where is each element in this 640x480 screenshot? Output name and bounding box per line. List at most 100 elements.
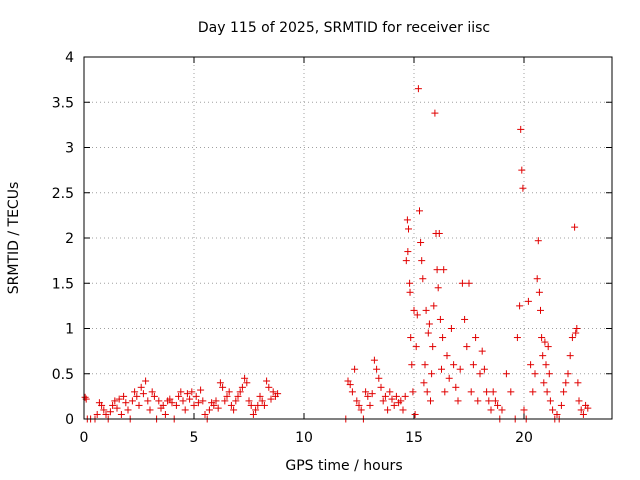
- x-tick-label: 20: [515, 430, 533, 446]
- data-point: [199, 397, 207, 405]
- data-point: [553, 410, 561, 418]
- data-point: [177, 388, 185, 396]
- data-point: [467, 388, 475, 396]
- data-point: [472, 334, 480, 342]
- data-point: [419, 275, 427, 283]
- data-point: [544, 343, 552, 351]
- data-point: [144, 397, 152, 405]
- data-point: [404, 248, 412, 256]
- data-point: [408, 361, 416, 369]
- data-point: [463, 343, 471, 351]
- data-point: [416, 207, 423, 215]
- data-point: [122, 399, 130, 407]
- data-point: [399, 406, 407, 414]
- chart-title: Day 115 of 2025, SRMTID for receiver iis…: [198, 20, 490, 36]
- data-point: [344, 377, 352, 385]
- data-point: [439, 334, 447, 342]
- data-point: [109, 401, 117, 409]
- data-point: [440, 266, 448, 274]
- data-point: [362, 388, 370, 396]
- data-point: [190, 401, 198, 409]
- data-point: [370, 356, 378, 364]
- data-point: [428, 370, 436, 378]
- data-point: [405, 225, 412, 233]
- data-point: [150, 392, 158, 400]
- data-point: [93, 410, 101, 418]
- data-point: [256, 392, 264, 400]
- data-point: [355, 401, 363, 409]
- data-point: [435, 229, 443, 237]
- data-point: [230, 406, 238, 414]
- data-point: [148, 388, 156, 396]
- data-point: [502, 370, 510, 378]
- data-point: [384, 406, 392, 414]
- data-point: [454, 397, 462, 405]
- data-point: [452, 383, 460, 391]
- data-point: [441, 388, 449, 396]
- data-point: [541, 338, 549, 346]
- data-point: [560, 388, 568, 396]
- data-point: [573, 325, 581, 332]
- y-tick-label: 0: [65, 412, 74, 428]
- data-point: [117, 410, 125, 418]
- x-tick-label: 10: [295, 430, 313, 446]
- data-point: [128, 397, 136, 405]
- data-point: [366, 401, 374, 409]
- data-point: [524, 297, 532, 305]
- data-point: [413, 311, 421, 319]
- data-point: [188, 388, 196, 396]
- points-layer: [81, 85, 592, 423]
- y-tick-label: 1: [65, 322, 74, 338]
- data-point: [529, 388, 537, 396]
- data-point: [159, 401, 167, 409]
- y-tick-label: 4: [65, 50, 74, 66]
- data-point: [265, 383, 273, 391]
- data-point: [545, 370, 553, 378]
- data-point: [161, 410, 169, 418]
- data-point: [577, 406, 585, 414]
- data-point: [438, 365, 445, 373]
- data-point: [392, 392, 400, 400]
- data-point: [381, 392, 389, 400]
- data-point: [527, 361, 535, 369]
- data-point: [406, 279, 414, 287]
- data-point: [579, 410, 587, 418]
- data-point: [181, 406, 189, 414]
- data-point: [430, 302, 438, 310]
- data-point: [260, 401, 268, 409]
- y-tick-label: 1.5: [52, 276, 74, 292]
- data-point: [348, 388, 356, 396]
- data-point: [516, 302, 524, 310]
- tick-label-layer: 0 0.5 1 1.5 2 2.5 3 3.5 4 0 5 10 15 20: [52, 50, 533, 446]
- data-point: [474, 397, 482, 405]
- data-point: [422, 306, 430, 314]
- data-point: [346, 381, 354, 389]
- data-point: [155, 397, 163, 405]
- data-point: [183, 390, 191, 398]
- data-point: [535, 288, 543, 296]
- data-point: [100, 406, 108, 414]
- data-point: [421, 361, 429, 369]
- data-point: [238, 383, 246, 391]
- data-point: [111, 397, 119, 405]
- data-point: [518, 166, 526, 174]
- data-point: [434, 284, 442, 292]
- data-point: [252, 406, 260, 414]
- data-point: [102, 410, 110, 418]
- data-point: [241, 374, 249, 382]
- data-point: [431, 109, 439, 117]
- data-point: [357, 406, 365, 414]
- data-point: [168, 399, 176, 407]
- data-point: [179, 397, 187, 405]
- data-point: [247, 401, 255, 409]
- data-point: [429, 343, 437, 351]
- data-point: [221, 397, 229, 405]
- data-point: [274, 390, 282, 398]
- data-point: [197, 386, 205, 394]
- data-point: [546, 397, 554, 405]
- data-point: [562, 379, 570, 387]
- data-point: [519, 184, 527, 192]
- data-point: [113, 404, 121, 412]
- data-point: [192, 392, 200, 400]
